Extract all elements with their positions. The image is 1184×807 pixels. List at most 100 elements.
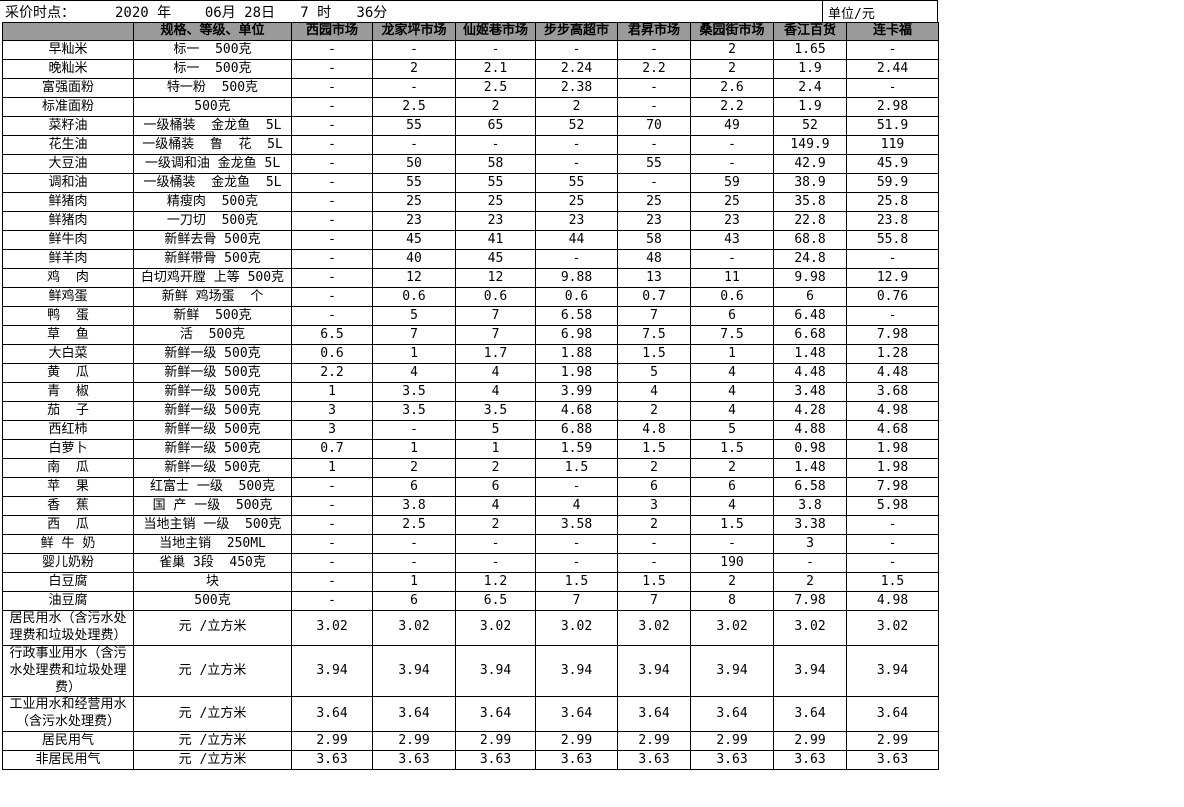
price-cell[interactable]: 2 — [690, 458, 774, 478]
market-column-header[interactable]: 君昇市场 — [617, 22, 691, 41]
price-cell[interactable]: 1.98 — [846, 439, 939, 459]
price-cell[interactable]: 7 — [617, 591, 691, 611]
price-cell[interactable]: 1.5 — [617, 572, 691, 592]
price-cell[interactable]: 4 — [455, 363, 536, 383]
price-cell[interactable]: 55 — [535, 173, 618, 193]
price-cell[interactable]: 23 — [690, 211, 774, 231]
spec-cell[interactable]: 当地主销 一级 500克 — [133, 515, 292, 535]
item-name-cell[interactable]: 西红柿 — [2, 420, 134, 440]
item-name-cell[interactable]: 青 椒 — [2, 382, 134, 402]
price-cell[interactable]: 3.02 — [690, 610, 774, 646]
price-cell[interactable]: 0.6 — [690, 287, 774, 307]
price-cell[interactable]: 23 — [455, 211, 536, 231]
price-cell[interactable]: 2 — [617, 401, 691, 421]
price-cell[interactable]: - — [617, 40, 691, 60]
item-name-cell[interactable]: 居民用气 — [2, 731, 134, 752]
spec-cell[interactable]: 元 /立方米 — [133, 750, 292, 771]
price-cell[interactable]: 45.9 — [846, 154, 939, 174]
item-name-cell[interactable]: 花生油 — [2, 135, 134, 155]
spec-cell[interactable]: 标一 500克 — [133, 59, 292, 79]
price-cell[interactable]: 1.48 — [773, 458, 847, 478]
price-cell[interactable]: 43 — [690, 230, 774, 250]
price-cell[interactable]: 7 — [617, 306, 691, 326]
spec-cell[interactable]: 新鲜一级 500克 — [133, 458, 292, 478]
price-cell[interactable]: 5 — [617, 363, 691, 383]
price-cell[interactable]: 2 — [535, 97, 618, 117]
price-cell[interactable]: 2.2 — [617, 59, 691, 79]
price-cell[interactable]: - — [535, 534, 618, 554]
spec-cell[interactable]: 新鲜一级 500克 — [133, 363, 292, 383]
price-cell[interactable]: - — [291, 591, 373, 611]
price-cell[interactable]: 3 — [291, 401, 373, 421]
price-cell[interactable]: 1 — [690, 344, 774, 364]
price-cell[interactable]: 2.98 — [846, 97, 939, 117]
price-cell[interactable]: - — [535, 477, 618, 497]
price-cell[interactable]: 6.68 — [773, 325, 847, 345]
price-cell[interactable]: 3.02 — [773, 610, 847, 646]
price-cell[interactable]: 42.9 — [773, 154, 847, 174]
item-name-cell[interactable]: 苹 果 — [2, 477, 134, 497]
price-cell[interactable]: 22.8 — [773, 211, 847, 231]
price-cell[interactable]: 5 — [690, 420, 774, 440]
price-cell[interactable]: 2 — [690, 40, 774, 60]
price-cell[interactable]: 6.98 — [535, 325, 618, 345]
price-cell[interactable]: - — [617, 553, 691, 573]
price-cell[interactable]: 41 — [455, 230, 536, 250]
price-cell[interactable]: 1.5 — [535, 572, 618, 592]
price-cell[interactable]: 4.8 — [617, 420, 691, 440]
spec-cell[interactable]: 新鲜 鸡场蛋 个 — [133, 287, 292, 307]
price-cell[interactable]: 8 — [690, 591, 774, 611]
spec-cell[interactable]: 精瘦肉 500克 — [133, 192, 292, 212]
price-cell[interactable]: 3.63 — [535, 750, 618, 771]
price-cell[interactable]: 7.98 — [773, 591, 847, 611]
price-cell[interactable]: 3.94 — [372, 644, 456, 698]
price-cell[interactable]: 3.02 — [291, 610, 373, 646]
market-column-header[interactable]: 步步高超市 — [535, 22, 618, 41]
price-cell[interactable]: 70 — [617, 116, 691, 136]
price-cell[interactable]: 40 — [372, 249, 456, 269]
price-cell[interactable]: 0.7 — [617, 287, 691, 307]
price-cell[interactable]: - — [846, 249, 939, 269]
price-cell[interactable]: 52 — [535, 116, 618, 136]
spec-cell[interactable]: 块 — [133, 572, 292, 592]
price-cell[interactable]: - — [455, 553, 536, 573]
price-cell[interactable]: 59.9 — [846, 173, 939, 193]
item-name-cell[interactable]: 白豆腐 — [2, 572, 134, 592]
price-cell[interactable]: 4 — [535, 496, 618, 516]
price-cell[interactable]: - — [291, 249, 373, 269]
price-cell[interactable]: - — [455, 135, 536, 155]
spec-cell[interactable]: 新鲜 500克 — [133, 306, 292, 326]
price-cell[interactable]: - — [291, 230, 373, 250]
market-column-header[interactable]: 仙姬巷市场 — [455, 22, 536, 41]
price-cell[interactable]: 23 — [617, 211, 691, 231]
price-cell[interactable]: 0.6 — [535, 287, 618, 307]
price-cell[interactable]: 45 — [372, 230, 456, 250]
price-cell[interactable]: - — [291, 515, 373, 535]
price-cell[interactable]: 5.98 — [846, 496, 939, 516]
price-cell[interactable]: 1.5 — [617, 439, 691, 459]
price-cell[interactable]: 2 — [617, 458, 691, 478]
price-cell[interactable]: 6 — [690, 477, 774, 497]
price-cell[interactable]: - — [372, 534, 456, 554]
price-cell[interactable]: 12 — [455, 268, 536, 288]
price-cell[interactable]: - — [535, 249, 618, 269]
spec-cell[interactable]: 500克 — [133, 97, 292, 117]
item-name-cell[interactable]: 晚籼米 — [2, 59, 134, 79]
market-column-header[interactable]: 龙家坪市场 — [372, 22, 456, 41]
price-cell[interactable]: 3.94 — [291, 644, 373, 698]
price-cell[interactable]: 4 — [455, 382, 536, 402]
price-cell[interactable]: 6.88 — [535, 420, 618, 440]
price-cell[interactable]: 3.94 — [773, 644, 847, 698]
item-name-cell[interactable]: 西 瓜 — [2, 515, 134, 535]
item-name-cell[interactable]: 鲜羊肉 — [2, 249, 134, 269]
price-cell[interactable]: 3.68 — [846, 382, 939, 402]
price-cell[interactable]: 3.5 — [372, 401, 456, 421]
price-cell[interactable]: 0.6 — [291, 344, 373, 364]
item-name-cell[interactable]: 草 鱼 — [2, 325, 134, 345]
price-cell[interactable]: 1.2 — [455, 572, 536, 592]
price-cell[interactable]: 11 — [690, 268, 774, 288]
price-cell[interactable]: - — [291, 135, 373, 155]
price-cell[interactable]: - — [455, 534, 536, 554]
price-cell[interactable]: 2.6 — [690, 78, 774, 98]
price-cell[interactable]: 2 — [455, 515, 536, 535]
